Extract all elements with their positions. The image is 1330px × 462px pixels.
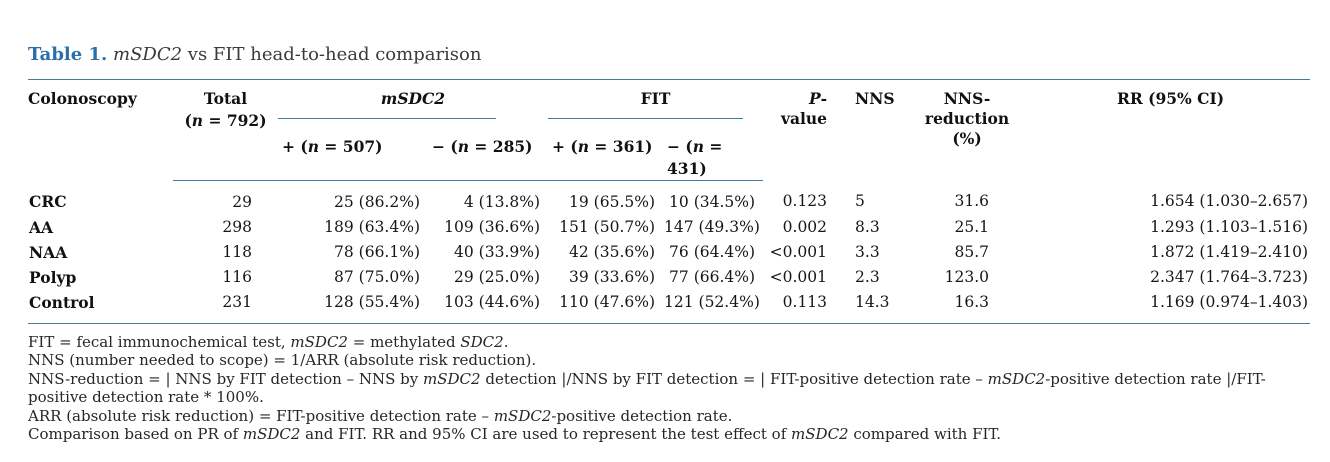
cell-p-value: 0.123 xyxy=(782,192,828,211)
cell-total: 116 xyxy=(222,267,252,286)
table-row-naa: NAA 118 78 (66.1%) 40 (33.9%) 42 (35.6%)… xyxy=(28,240,1310,265)
col-header-msdc2-positive: + (n = 507) xyxy=(278,135,428,181)
paper-table-figure: Table 1. mSDC2 vs FIT head-to-head compa… xyxy=(28,44,1310,444)
header-spacer xyxy=(173,135,278,181)
cell-msdc2-negative: 40 (33.9%) xyxy=(454,242,541,261)
row-label: Control xyxy=(28,289,173,324)
cell-fit-positive: 19 (65.5%) xyxy=(569,192,656,211)
cell-total: 298 xyxy=(222,217,252,236)
cell-fit-positive: 39 (33.6%) xyxy=(569,267,656,286)
cell-nns-reduction: 16.3 xyxy=(903,289,1032,324)
cell-nns: 5 xyxy=(855,192,865,211)
col-header-nns-reduction: NNS-reduction (%) xyxy=(903,80,1031,181)
cell-msdc2-negative: 103 (44.6%) xyxy=(428,289,549,324)
cell-fit-negative: 10 (34.5%) xyxy=(669,192,756,211)
cell-nns-reduction: 25.1 xyxy=(954,217,990,236)
cell-rr: 1.654 (1.030–2.657) xyxy=(1150,192,1308,211)
col-header-msdc2: mSDC2 xyxy=(380,89,446,108)
cell-nns: 2.3 xyxy=(855,267,880,286)
cell-msdc2-negative: 29 (25.0%) xyxy=(454,267,541,286)
cell-rr: 1.169 (0.974–1.403) xyxy=(1031,289,1310,324)
footnote-nns-reduction-definition-cont: positive detection rate * 100%. xyxy=(28,388,264,406)
cell-p-value: 0.113 xyxy=(763,289,836,324)
spanner-line xyxy=(548,117,744,119)
cell-p-value: 0.002 xyxy=(782,217,828,236)
table-header: Colonoscopy Total mSDC2 FIT P-value NNS … xyxy=(28,80,1310,181)
cell-fit-negative: 121 (52.4%) xyxy=(663,289,764,324)
col-header-total: Total xyxy=(203,89,248,108)
fit-spanner-rule xyxy=(548,110,763,136)
cell-total: 29 xyxy=(232,192,252,211)
cell-fit-positive: 110 (47.6%) xyxy=(548,289,664,324)
table-title-text: mSDC2 vs FIT head-to-head comparison xyxy=(113,44,482,65)
col-header-fit-negative: − (n = 431) xyxy=(663,135,764,181)
cell-msdc2-positive: 128 (55.4%) xyxy=(278,289,428,324)
footnote-arr-definition: ARR (absolute risk reduction) = FIT-posi… xyxy=(28,406,733,425)
row-label: CRC xyxy=(29,192,67,212)
comparison-table: Colonoscopy Total mSDC2 FIT P-value NNS … xyxy=(28,79,1310,324)
table-row-control: Control 231 128 (55.4%) 103 (44.6%) 110 … xyxy=(28,289,1310,324)
footnote-nns-reduction-definition: NNS-reduction = | NNS by FIT detection –… xyxy=(28,369,1266,388)
cell-msdc2-positive: 78 (66.1%) xyxy=(334,242,420,261)
row-label: NAA xyxy=(29,242,68,262)
row-label: Polyp xyxy=(29,267,77,287)
col-header-total-n: (n = 792) xyxy=(184,110,267,130)
nns-reduction-unit: (%) xyxy=(952,129,982,148)
cell-p-value: <0.001 xyxy=(769,267,828,286)
cell-fit-positive: 42 (35.6%) xyxy=(569,242,656,261)
cell-fit-positive: 151 (50.7%) xyxy=(559,217,656,236)
spanner-line xyxy=(278,117,497,119)
row-label: AA xyxy=(29,217,54,237)
footnote-abbreviations: FIT = fecal immunochemical test, mSDC2 =… xyxy=(28,332,509,351)
cell-rr: 2.347 (1.764–3.723) xyxy=(1150,267,1308,286)
table-number: Table 1. xyxy=(28,44,108,65)
cell-msdc2-negative: 4 (13.8%) xyxy=(463,192,541,211)
cell-total: 231 xyxy=(173,289,278,324)
header-row-groups: Colonoscopy Total mSDC2 FIT P-value NNS … xyxy=(28,80,1310,148)
col-header-msdc2-negative: − (n = 285) xyxy=(428,135,549,181)
cell-rr: 1.293 (1.103–1.516) xyxy=(1150,217,1308,236)
cell-fit-negative: 77 (66.4%) xyxy=(669,267,756,286)
col-header-colonoscopy: Colonoscopy xyxy=(28,89,137,108)
cell-total: 118 xyxy=(222,242,252,261)
msdc2-spanner-rule xyxy=(278,110,548,136)
cell-p-value: <0.001 xyxy=(769,242,828,261)
table-row-crc: CRC 29 25 (86.2%) 4 (13.8%) 19 (65.5%) 1… xyxy=(28,180,1310,215)
cell-nns-reduction: 31.6 xyxy=(954,192,990,211)
cell-fit-negative: 76 (64.4%) xyxy=(669,242,756,261)
col-header-fit-positive: + (n = 361) xyxy=(548,135,664,181)
table-caption: Table 1. mSDC2 vs FIT head-to-head compa… xyxy=(28,44,1310,66)
table-row-aa: AA 298 189 (63.4%) 109 (36.6%) 151 (50.7… xyxy=(28,215,1310,240)
header-row-spanners: (n = 792) xyxy=(28,110,1310,136)
cell-nns-reduction: 123.0 xyxy=(944,267,990,286)
footnote-nns-definition: NNS (number needed to scope) = 1/ARR (ab… xyxy=(28,351,537,369)
col-header-fit: FIT xyxy=(640,89,671,108)
cell-msdc2-positive: 189 (63.4%) xyxy=(324,217,420,236)
nns-reduction-label: NNS-reduction xyxy=(924,89,1010,128)
table-body: CRC 29 25 (86.2%) 4 (13.8%) 19 (65.5%) 1… xyxy=(28,180,1310,324)
cell-msdc2-positive: 87 (75.0%) xyxy=(334,267,420,286)
cell-nns: 3.3 xyxy=(855,242,880,261)
footnote-comparison-note: Comparison based on PR of mSDC2 and FIT.… xyxy=(28,425,1001,443)
cell-fit-negative: 147 (49.3%) xyxy=(664,217,760,236)
cell-nns-reduction: 85.7 xyxy=(954,242,990,261)
cell-nns: 14.3 xyxy=(835,289,904,324)
table-footnotes: FIT = fecal immunochemical test, mSDC2 =… xyxy=(28,333,1310,444)
cell-msdc2-positive: 25 (86.2%) xyxy=(334,192,420,211)
table-row-polyp: Polyp 116 87 (75.0%) 29 (25.0%) 39 (33.6… xyxy=(28,265,1310,290)
col-header-pvalue: P-value xyxy=(780,89,828,128)
col-header-rr: RR (95% CI) xyxy=(1116,89,1225,108)
cell-msdc2-negative: 109 (36.6%) xyxy=(444,217,541,236)
col-header-nns: NNS xyxy=(855,89,895,108)
header-row-subcolumns: + (n = 507) − (n = 285) + (n = 361) − (n… xyxy=(28,135,1310,181)
cell-nns: 8.3 xyxy=(855,217,880,236)
cell-rr: 1.872 (1.419–2.410) xyxy=(1150,242,1308,261)
